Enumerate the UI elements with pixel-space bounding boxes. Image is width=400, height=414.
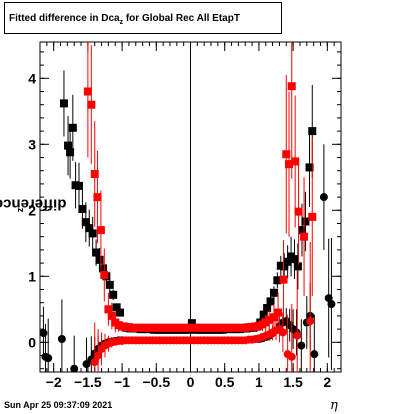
data-point-circle	[287, 352, 296, 361]
data-point-square	[104, 305, 113, 314]
x-tick-label: −1.5	[74, 374, 102, 390]
data-point-square	[308, 127, 317, 136]
data-point-circle	[70, 364, 79, 372]
data-point-square	[259, 310, 268, 319]
data-point-square	[294, 207, 303, 216]
data-point-square	[116, 308, 125, 317]
data-point-square	[265, 315, 274, 324]
data-point-square	[81, 218, 90, 227]
data-point-square	[112, 303, 121, 312]
data-point-square	[269, 313, 278, 322]
data-point-circle	[324, 294, 333, 303]
data-point-circle	[90, 358, 99, 367]
data-point-square	[88, 229, 97, 238]
data-point-square	[301, 217, 310, 226]
data-point-circle	[57, 335, 66, 343]
y-tick-label: 0	[28, 334, 36, 350]
x-axis-label: η	[330, 398, 338, 413]
data-point-square	[287, 82, 296, 91]
data-point-circle	[40, 329, 48, 338]
data-layer	[40, 42, 336, 372]
y-tick-label: 2	[28, 202, 36, 218]
data-point-circle	[310, 350, 319, 359]
data-point-circle	[327, 300, 336, 309]
data-point-square	[92, 248, 101, 257]
timestamp-footer: Sun Apr 25 09:37:09 2021	[4, 400, 113, 410]
data-point-square	[66, 148, 75, 157]
data-point-square	[83, 87, 92, 96]
data-point-square	[263, 303, 272, 312]
chart-title: Fitted difference in Dcaz for Global Rec…	[9, 13, 240, 26]
y-tick-label: 1	[28, 268, 36, 284]
y-tick-label: 4	[28, 70, 36, 86]
data-point-square	[279, 275, 288, 284]
x-tick-label: 1	[255, 374, 263, 390]
data-point-square	[98, 264, 107, 273]
data-point-square	[298, 226, 307, 235]
data-point-square	[293, 262, 302, 271]
data-point-square	[273, 276, 282, 285]
x-tick-label: 2	[323, 374, 331, 390]
data-point-square	[291, 157, 300, 166]
data-point-square	[280, 262, 289, 271]
x-tick-label: −0.5	[142, 374, 170, 390]
data-point-circle	[278, 328, 287, 337]
data-point-square	[274, 308, 283, 317]
data-point-circle	[306, 317, 315, 326]
data-point-square	[90, 170, 99, 178]
data-point-square	[187, 319, 196, 328]
data-point-square	[282, 150, 291, 159]
x-tick-label: 1.5	[283, 374, 303, 390]
data-point-square	[68, 123, 77, 132]
data-point-square	[93, 193, 102, 202]
data-point-circle	[293, 331, 302, 340]
data-point-square	[266, 297, 275, 306]
data-point-square	[308, 212, 317, 221]
data-point-square	[85, 224, 94, 233]
data-point-square	[283, 257, 292, 266]
data-point-circle	[297, 341, 306, 350]
data-point-square	[74, 181, 83, 190]
data-point-square	[105, 280, 114, 289]
x-tick-label: −2	[46, 374, 62, 390]
data-point-square	[64, 141, 73, 150]
data-point-square	[107, 311, 116, 320]
data-point-square	[100, 270, 109, 279]
data-point-circle	[44, 354, 53, 363]
data-point-square	[285, 160, 294, 169]
data-point-square	[290, 255, 299, 264]
data-point-square	[96, 226, 105, 235]
data-point-square	[95, 255, 104, 264]
x-tick-label: 0.5	[215, 374, 235, 390]
x-tick-label: 0	[187, 374, 195, 390]
data-point-square	[78, 204, 87, 213]
y-tick-label: 3	[28, 136, 36, 152]
chart-title-box: Fitted difference in Dcaz for Global Rec…	[4, 2, 282, 34]
data-point-square	[87, 100, 96, 109]
data-point-circle	[319, 193, 328, 202]
data-point-square	[269, 288, 278, 297]
x-tick-label: −1	[114, 374, 130, 390]
data-point-circle	[94, 351, 103, 360]
data-point-square	[305, 163, 314, 172]
data-point-square	[59, 99, 68, 108]
data-point-square	[300, 232, 309, 241]
data-point-square	[109, 290, 118, 299]
